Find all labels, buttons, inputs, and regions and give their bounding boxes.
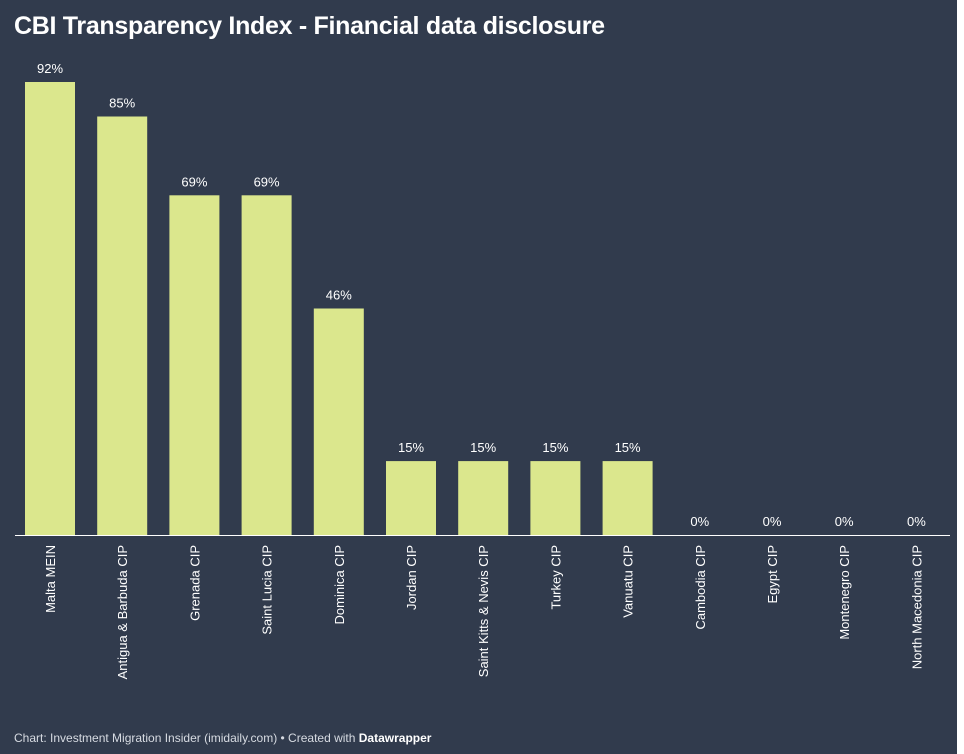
value-label: 15% — [398, 440, 424, 455]
value-label: 46% — [326, 288, 352, 303]
category-label: Malta MEIN — [43, 545, 58, 613]
category-label: Antigua & Barbuda CIP — [115, 545, 130, 679]
value-label: 0% — [690, 514, 709, 529]
value-label: 69% — [254, 174, 280, 189]
category-label: Dominica CIP — [332, 545, 347, 624]
value-label: 69% — [181, 174, 207, 189]
category-label: Jordan CIP — [404, 545, 419, 610]
category-label: Grenada CIP — [187, 545, 202, 621]
footer-brand: Datawrapper — [358, 731, 432, 745]
category-label: Turkey CIP — [548, 545, 563, 610]
value-label: 15% — [542, 440, 568, 455]
bar-dominica-cip — [313, 308, 364, 535]
category-label: Egypt CIP — [765, 545, 780, 604]
footer-source: Chart: Investment Migration Insider (imi… — [14, 731, 359, 745]
value-label: 85% — [109, 96, 135, 111]
category-label: Saint Kitts & Nevis CIP — [476, 545, 491, 677]
bar-saint-lucia-cip — [241, 195, 292, 536]
bar-vanuatu-cip — [602, 461, 653, 535]
chart-footer: Chart: Investment Migration Insider (imi… — [14, 731, 431, 745]
value-label: 15% — [615, 440, 641, 455]
bar-antigua-barbuda-cip — [97, 116, 148, 535]
category-label: Montenegro CIP — [837, 545, 852, 640]
bar-turkey-cip — [530, 461, 581, 535]
bar-saint-kitts-nevis-cip — [458, 461, 509, 535]
bar-grenada-cip — [169, 195, 220, 536]
bar-malta-mein — [25, 82, 75, 535]
category-label: Saint Lucia CIP — [260, 545, 275, 635]
chart-title: CBI Transparency Index - Financial data … — [14, 12, 605, 40]
category-label: North Macedonia CIP — [909, 545, 924, 669]
bar-jordan-cip — [386, 461, 436, 535]
value-label: 15% — [470, 440, 496, 455]
category-label: Cambodia CIP — [693, 545, 708, 630]
value-label: 0% — [907, 514, 926, 529]
category-label: Vanuatu CIP — [621, 545, 636, 618]
value-label: 92% — [37, 61, 63, 76]
value-label: 0% — [763, 514, 782, 529]
value-label: 0% — [835, 514, 854, 529]
